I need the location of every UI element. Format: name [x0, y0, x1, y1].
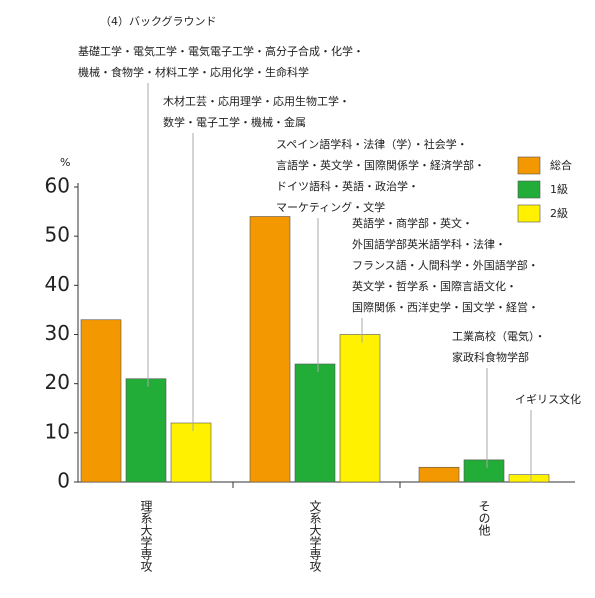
annotation-text: フランス語・人間科学・外国語学部・	[352, 258, 539, 272]
annotation-text: 数学・電子工学・機械・金属	[163, 115, 306, 129]
bar	[294, 363, 336, 483]
y-tick-label: 0	[57, 469, 70, 493]
annotation-text: スペイン語学科・法律（学）・社会学・	[276, 137, 468, 151]
bar	[463, 459, 505, 483]
annotation-text: 家政科食物学部	[452, 350, 529, 364]
chart-title: （4）バックグラウンド	[100, 14, 217, 28]
x-tick-label: その他	[477, 500, 491, 536]
annotation-text: 基礎工学・電気工学・電気電子工学・高分子合成・化学・	[78, 44, 364, 58]
bar	[339, 334, 381, 483]
legend-swatch	[517, 180, 541, 199]
annotation-text: 工業高校（電気）・	[452, 329, 546, 343]
bar	[170, 422, 212, 483]
bar	[125, 378, 167, 483]
annotation-text: イギリス文化	[515, 392, 581, 406]
y-tick-label: 20	[45, 370, 70, 394]
bar	[249, 216, 291, 483]
annotation-text: 英文学・哲学系・国際言語文化・	[352, 279, 517, 293]
annotation-text: 英語学・商学部・英文・	[352, 216, 473, 230]
bar	[418, 466, 460, 483]
annotation-text: 国際関係・西洋史学・国文学・経営・	[352, 300, 539, 314]
y-axis-label: %	[60, 156, 70, 169]
legend-label: 2級	[550, 207, 568, 220]
bar	[508, 474, 550, 483]
annotation-text: ドイツ語科・英語・政治学・	[276, 179, 419, 193]
x-tick-label: 理系大学専攻	[139, 500, 153, 573]
annotation-text: 木材工芸・応用理学・応用生物工学・	[163, 94, 350, 108]
x-tick-label: 文系大学専攻	[308, 499, 322, 573]
bar	[80, 319, 122, 483]
legend-swatch	[517, 204, 541, 223]
y-tick-label: 30	[45, 321, 70, 345]
annotation-text: 言語学・英文学・国際関係学・経済学部・	[276, 158, 485, 172]
annotation-text: 機械・食物学・材料工学・応用化学・生命科学	[78, 65, 309, 79]
y-tick-label: 50	[45, 223, 70, 247]
legend-label: 1級	[550, 183, 568, 196]
y-tick-label: 60	[45, 174, 70, 198]
annotation-text: マーケティング・文学	[276, 200, 385, 214]
y-tick-label: 40	[45, 272, 70, 296]
annotation-text: 外国語学部英米語学科・法律・	[352, 237, 506, 251]
y-tick-label: 10	[45, 419, 70, 443]
legend-swatch	[517, 156, 541, 175]
legend-label: 総合	[550, 158, 572, 172]
